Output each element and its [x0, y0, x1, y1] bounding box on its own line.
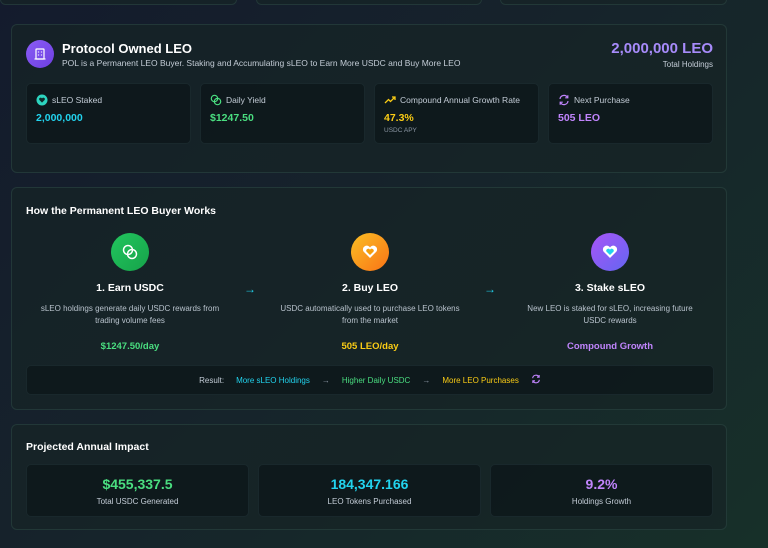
stat-value: 505 LEO: [558, 112, 601, 124]
result-label: Result:: [199, 375, 225, 385]
result-item: More LEO Purchases: [442, 375, 519, 385]
result-item: Higher Daily USDC: [341, 375, 411, 385]
impact-leo-purchased: 184,347.166 LEO Tokens Purchased: [258, 464, 481, 517]
coins-icon: [111, 233, 149, 271]
top-card-partial-1: [0, 0, 237, 5]
stat-value: $1247.50: [210, 112, 254, 124]
stat-daily-yield: Daily Yield $1247.50: [200, 83, 365, 144]
stat-sleo-staked: sLEO Staked 2,000,000: [26, 83, 191, 144]
stat-next-purchase: Next Purchase 505 LEO: [548, 83, 713, 144]
total-holdings-label: Total Holdings: [662, 60, 713, 69]
step-value: Compound Growth: [566, 341, 653, 352]
arrow-right-icon: →: [244, 282, 256, 296]
stat-sub: USDC APY: [384, 127, 417, 134]
heart-shield-icon: [591, 233, 629, 271]
step-value: 505 LEO/day: [341, 341, 399, 352]
impact-label: Total USDC Generated: [96, 497, 179, 506]
step-title: 1. Earn USDC: [96, 282, 164, 294]
impact-value: 184,347.166: [330, 476, 409, 492]
trend-up-icon: [384, 94, 396, 106]
pol-title: Protocol Owned LEO: [62, 41, 193, 56]
stat-value: 2,000,000: [36, 112, 83, 124]
pol-card: Protocol Owned LEO POL is a Permanent LE…: [11, 24, 727, 173]
step-earn-usdc: 1. Earn USDC sLEO holdings generate dail…: [25, 233, 235, 352]
result-item: More sLEO Holdings: [236, 375, 310, 385]
arrow-right-icon: →: [484, 282, 496, 296]
step-title: 3. Stake sLEO: [574, 282, 646, 294]
top-card-partial-2: [256, 0, 482, 5]
stat-cagr: Compound Annual Growth Rate 47.3% USDC A…: [374, 83, 539, 144]
impact-label: LEO Tokens Purchased: [327, 497, 412, 506]
step-description: New LEO is staked for sLEO, increasing f…: [527, 304, 693, 325]
impact-total-usdc: $455,337.5 Total USDC Generated: [26, 464, 249, 517]
projected-title: Projected Annual Impact: [26, 441, 149, 453]
how-it-works-title: How the Permanent LEO Buyer Works: [26, 205, 217, 217]
pol-subtitle: POL is a Permanent LEO Buyer. Staking an…: [62, 58, 461, 68]
stat-label: Daily Yield: [226, 95, 266, 105]
heart-shield-icon: [36, 94, 48, 106]
top-card-partial-3: [500, 0, 727, 5]
step-stake-sleo: 3. Stake sLEO New LEO is staked for sLEO…: [505, 233, 715, 352]
step-description: USDC automatically used to purchase LEO …: [280, 304, 460, 325]
total-holdings-value: 2,000,000 LEO: [611, 40, 713, 57]
heart-shield-icon: [351, 233, 389, 271]
arrow-right-icon: →: [422, 375, 431, 385]
step-description: sLEO holdings generate daily USDC reward…: [40, 304, 220, 325]
step-title: 2. Buy LEO: [341, 282, 398, 294]
projected-impact-card: Projected Annual Impact $455,337.5 Total…: [11, 424, 727, 530]
arrow-right-icon: →: [321, 375, 330, 385]
result-bar: Result: More sLEO Holdings → Higher Dail…: [26, 365, 714, 395]
step-value: $1247.50/day: [100, 341, 160, 352]
stat-label: sLEO Staked: [52, 95, 103, 105]
impact-value: 9.2%: [585, 476, 618, 492]
how-it-works-card: How the Permanent LEO Buyer Works 1. Ear…: [11, 187, 727, 410]
refresh-icon: [531, 374, 541, 386]
coins-icon: [210, 94, 222, 106]
impact-holdings-growth: 9.2% Holdings Growth: [490, 464, 713, 517]
stat-label: Next Purchase: [574, 95, 630, 105]
impact-value: $455,337.5: [102, 476, 173, 492]
step-buy-leo: 2. Buy LEO USDC automatically used to pu…: [265, 233, 475, 352]
stat-value: 47.3%: [384, 112, 414, 124]
impact-label: Holdings Growth: [571, 497, 632, 506]
stat-label: Compound Annual Growth Rate: [400, 95, 521, 105]
refresh-icon: [558, 94, 570, 106]
building-icon: [26, 40, 54, 68]
